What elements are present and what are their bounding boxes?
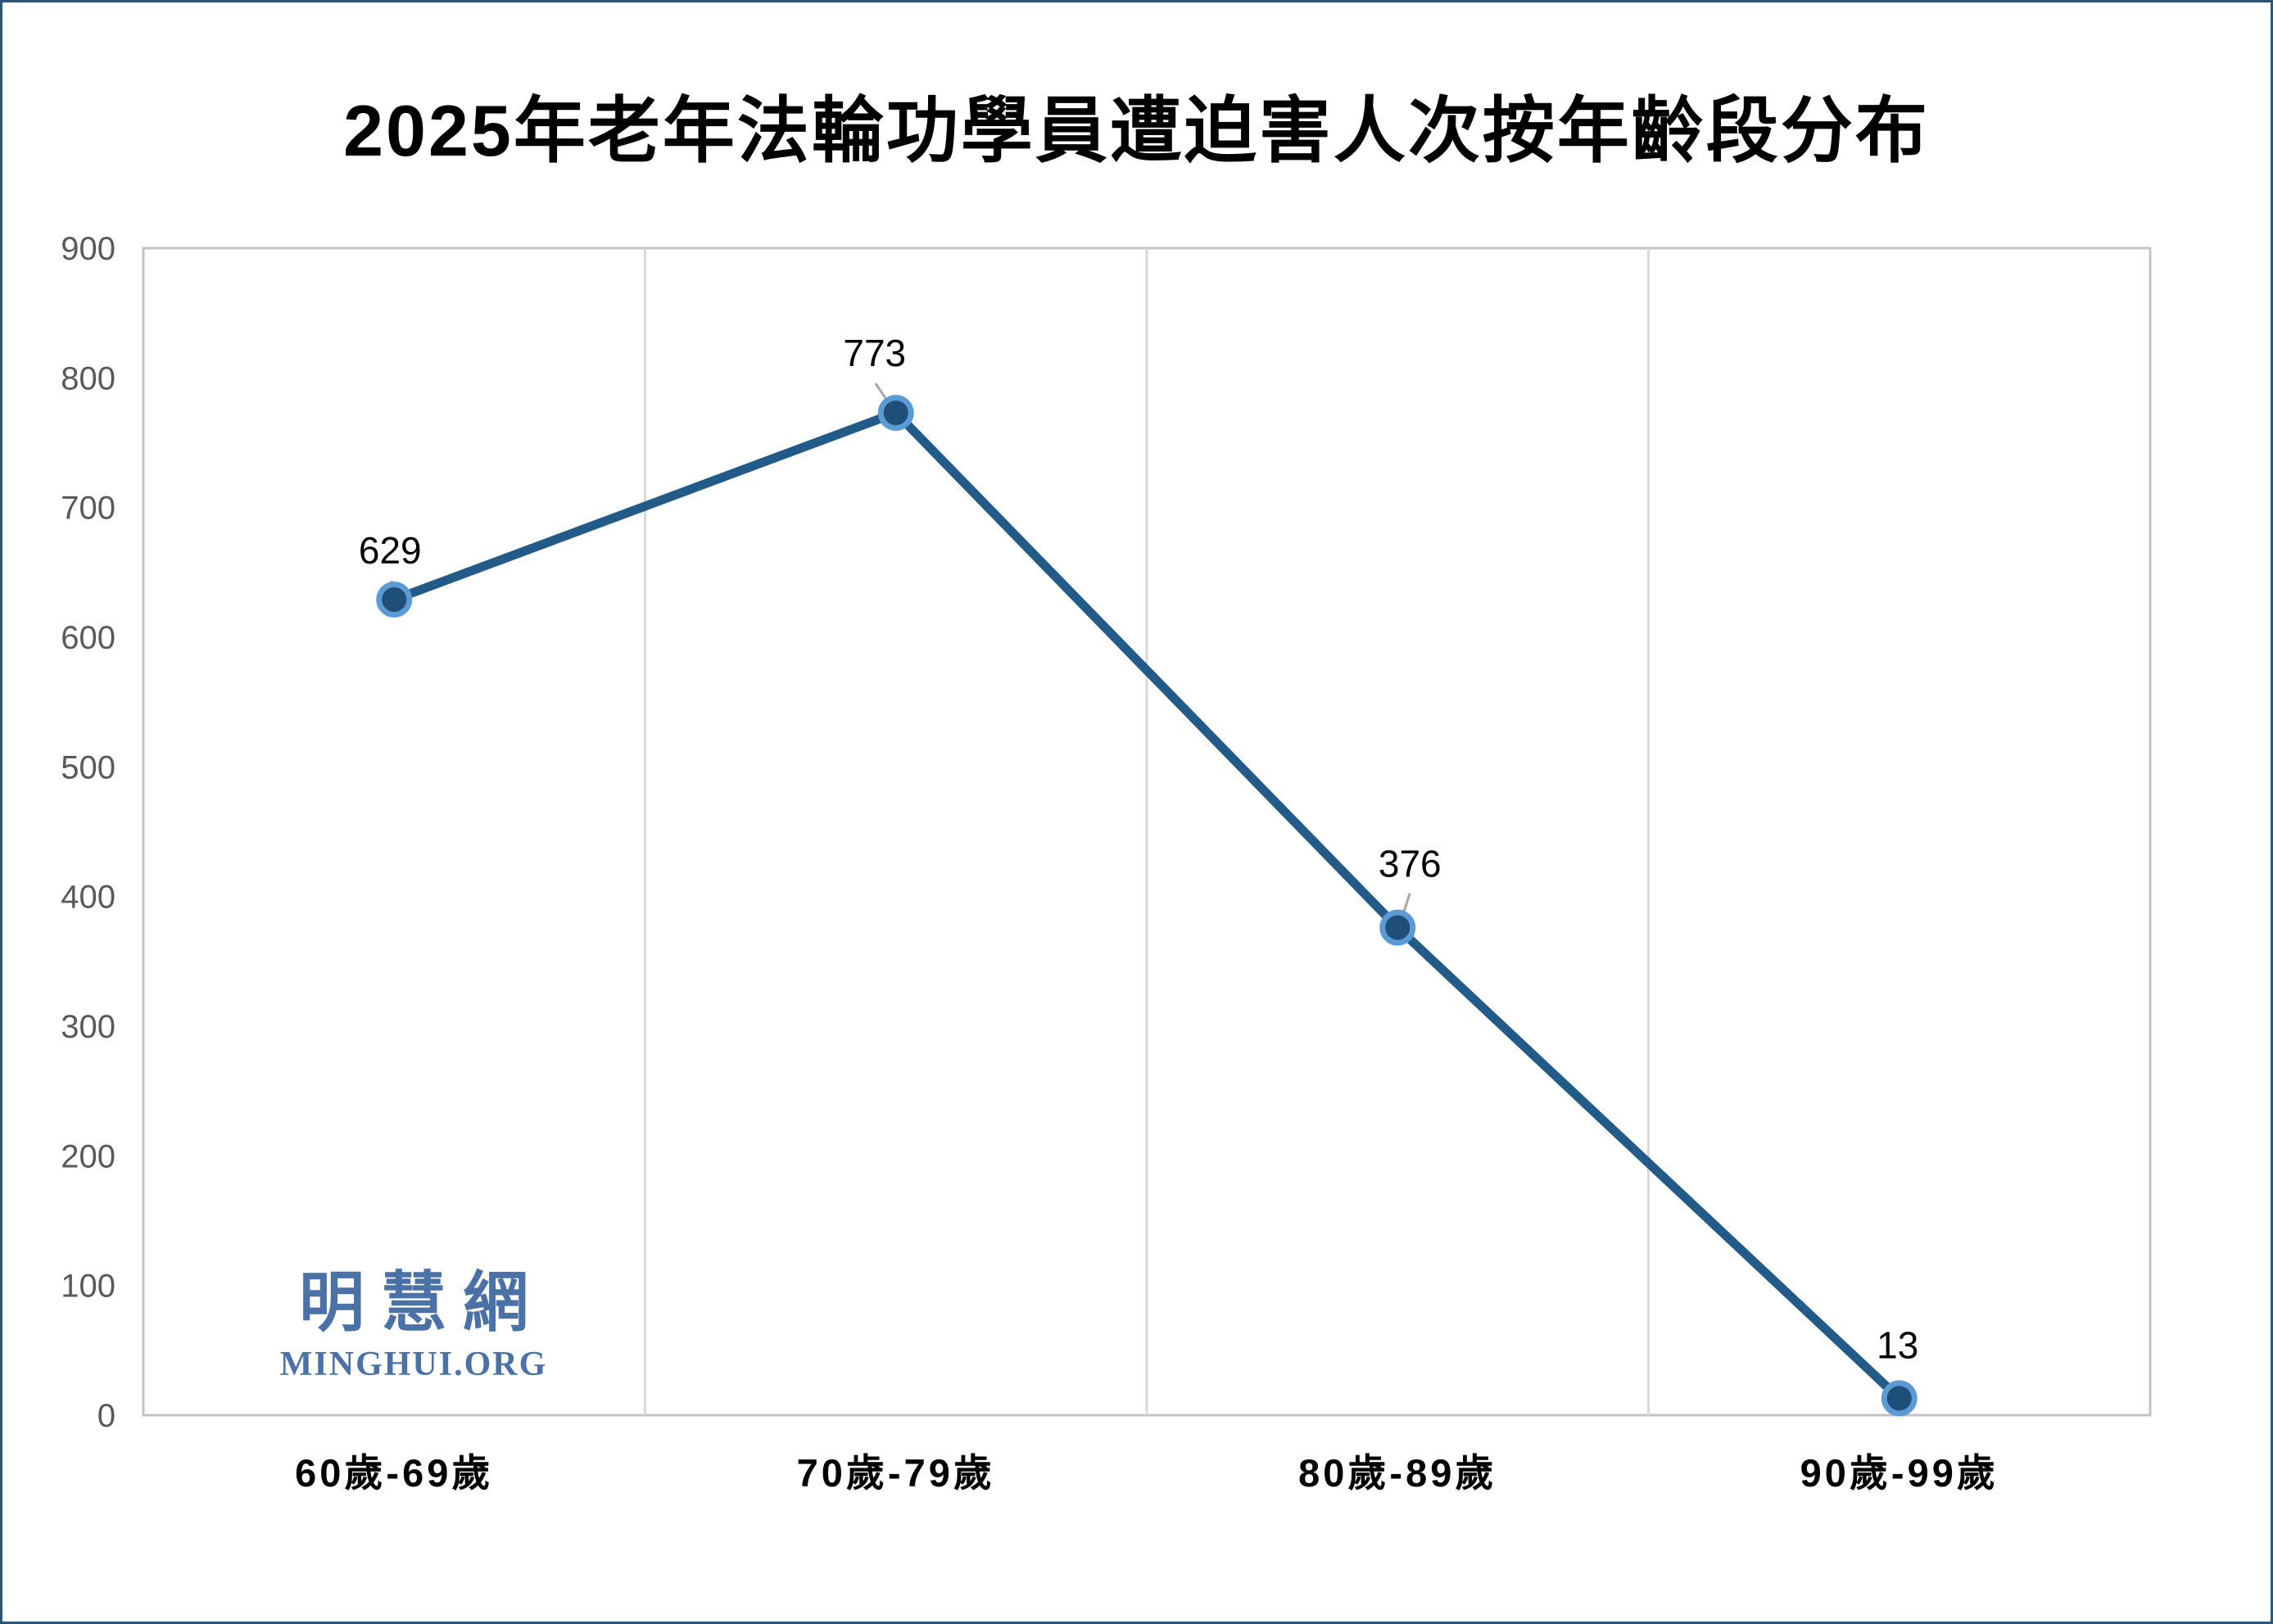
watermark-site-url: MINGHUI.ORG (279, 1346, 548, 1383)
data-point-label: 773 (843, 332, 906, 374)
chart-title: 2025年老年法輪功學員遭迫害人次按年齡段分布 (343, 90, 1930, 171)
data-point-marker (376, 581, 413, 618)
y-axis-tick-label: 800 (61, 360, 115, 396)
y-axis-tick-label: 600 (61, 620, 115, 656)
x-axis-category-label: 70歲-79歲 (797, 1451, 995, 1495)
minghui-watermark: 明慧網 MINGHUI.ORG (273, 1270, 555, 1382)
y-axis-tick-label: 100 (61, 1269, 115, 1305)
data-point-label: 629 (359, 529, 422, 572)
y-axis-tick-label: 400 (61, 880, 115, 916)
y-axis-tick-label: 700 (61, 491, 115, 527)
data-point-marker (1379, 909, 1416, 946)
y-axis-tick-label: 900 (61, 231, 115, 267)
watermark-chinese-logo: 明慧網 (299, 1266, 545, 1339)
x-axis-category-label: 90歲-99歲 (1800, 1451, 1999, 1495)
data-point-marker (877, 395, 914, 432)
y-axis-tick-label: 500 (61, 749, 115, 785)
series-line (392, 408, 1903, 1402)
y-axis-tick-label: 0 (97, 1398, 115, 1434)
x-axis-category-label: 80歲-89歲 (1298, 1451, 1496, 1495)
y-axis-tick-label: 300 (61, 1009, 115, 1045)
x-axis-category-label: 60歲-69歲 (295, 1451, 493, 1495)
data-point-label: 376 (1379, 843, 1442, 885)
data-point-label: 13 (1877, 1323, 1918, 1366)
data-point-marker (1881, 1380, 1918, 1417)
y-axis-tick-label: 200 (61, 1138, 115, 1174)
